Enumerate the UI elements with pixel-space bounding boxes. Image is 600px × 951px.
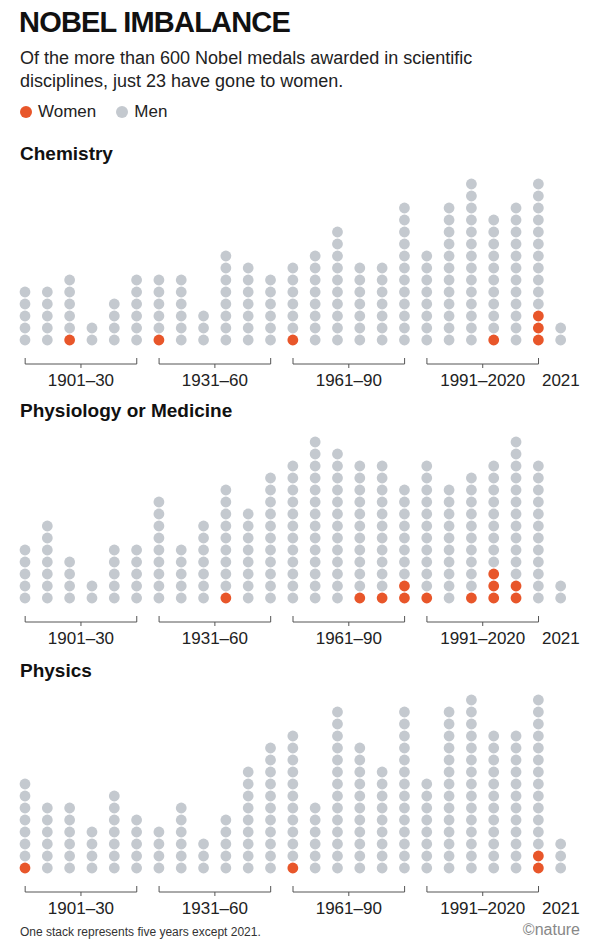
svg-text:2021: 2021 (542, 899, 580, 918)
svg-text:2021: 2021 (542, 371, 580, 390)
html-text:Men: Men (134, 102, 168, 121)
html-text:NOBEL IMBALANCE: NOBEL IMBALANCE (19, 6, 290, 38)
html-text:Physics: Physics (20, 660, 92, 681)
svg-text:1931–60: 1931–60 (182, 899, 248, 918)
svg-text:2021: 2021 (542, 629, 580, 648)
svg-text:1931–60: 1931–60 (182, 371, 248, 390)
html-text:Chemistry: Chemistry (20, 143, 113, 164)
html-text:Physiology or Medicine: Physiology or Medicine (20, 400, 233, 421)
svg-text:1901–30: 1901–30 (48, 899, 114, 918)
svg-text:1991–2020: 1991–2020 (440, 371, 525, 390)
svg-text:1991–2020: 1991–2020 (440, 629, 525, 648)
svg-text:1931–60: 1931–60 (182, 629, 248, 648)
svg-text:1961–90: 1961–90 (316, 371, 382, 390)
html-text:©nature: ©nature (522, 921, 580, 938)
svg-text:1901–30: 1901–30 (48, 371, 114, 390)
svg-text:1991–2020: 1991–2020 (440, 899, 525, 918)
svg-text:1961–90: 1961–90 (316, 899, 382, 918)
html-text:Women: Women (38, 102, 97, 121)
svg-text:1901–30: 1901–30 (48, 629, 114, 648)
svg-text:1961–90: 1961–90 (316, 629, 382, 648)
html-text:Of the more than 600 Nobel med: Of the more than 600 Nobel medals awarde… (20, 48, 473, 91)
html-text:One stack represents five year: One stack represents five years except 2… (20, 925, 261, 939)
